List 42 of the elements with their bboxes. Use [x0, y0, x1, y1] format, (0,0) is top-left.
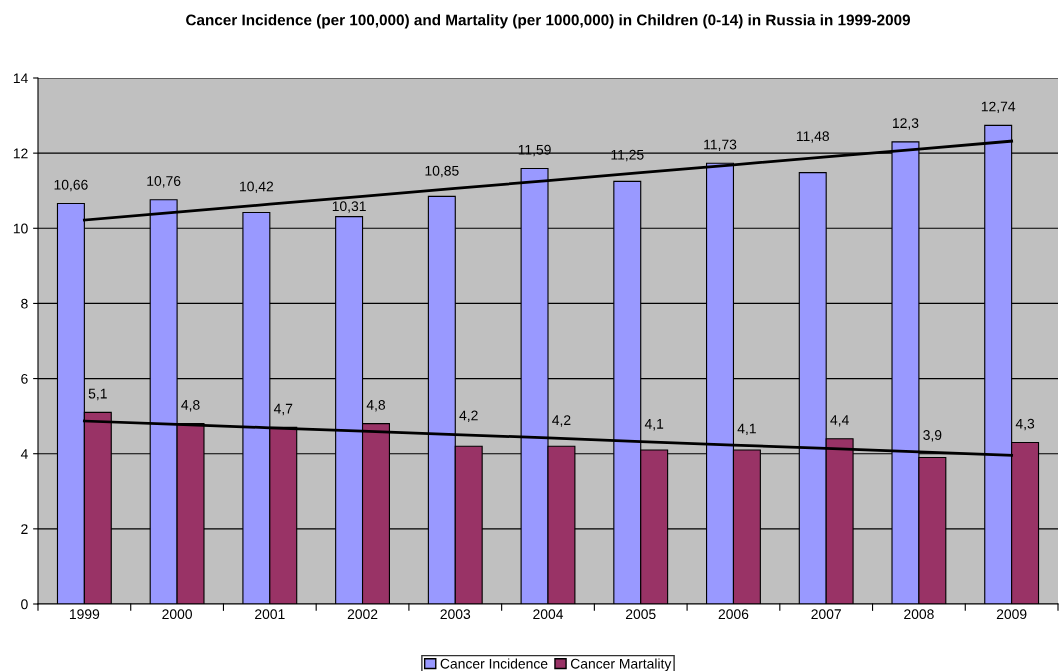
data-label: 4,1	[737, 423, 756, 436]
x-tick-label: 2004	[533, 609, 564, 620]
data-label: 4,2	[552, 415, 571, 427]
y-tick-label: 12	[13, 148, 28, 159]
data-label: 11,48	[796, 131, 829, 143]
data-label: 11,73	[704, 139, 737, 152]
data-label: 10,42	[240, 181, 274, 193]
y-tick-label: 6	[21, 373, 28, 384]
legend-label: Cancer Martality	[570, 658, 672, 671]
x-tick-label: 1999	[69, 609, 100, 620]
x-tick-label: 2000	[162, 609, 192, 620]
data-label: 4,8	[181, 399, 200, 412]
data-label: 4,8	[366, 399, 386, 412]
data-label: 10,85	[425, 165, 459, 178]
y-tick-label: 8	[21, 298, 28, 309]
legend-label: Cancer Incidence	[440, 658, 548, 669]
y-tick-label: 14	[13, 73, 28, 84]
data-label: 10,76	[147, 176, 181, 188]
y-tick-label: 10	[13, 223, 28, 234]
data-label: 3,9	[923, 430, 942, 442]
data-label: 4,3	[1015, 418, 1035, 431]
chart-title: Cancer Incidence (per 100,000) and Martality (per 1000,000) in Children (0-14) in Russia in 1999-2009	[186, 14, 911, 29]
x-tick-label: 2006	[718, 609, 749, 620]
data-label: 4,1	[644, 419, 664, 431]
x-tick-label: 2009	[996, 609, 1027, 620]
x-tick-label: 2005	[625, 609, 656, 620]
data-label: 10,66	[54, 179, 88, 192]
data-label: 12,74	[981, 101, 1016, 114]
data-label: 10,31	[332, 201, 366, 213]
data-label: 5,1	[88, 388, 107, 401]
y-tick-label: 4	[20, 449, 28, 459]
y-tick-label: 0	[21, 599, 28, 610]
data-label: 4,2	[459, 410, 478, 422]
data-label: 4,7	[273, 403, 293, 416]
x-tick-label: 2008	[904, 609, 934, 620]
data-label: 4,4	[830, 415, 849, 427]
y-tick-label: 2	[21, 524, 28, 534]
x-tick-label: 2001	[255, 609, 285, 620]
x-tick-label: 2003	[440, 609, 471, 620]
x-tick-label: 2002	[347, 609, 378, 620]
data-label: 12,3	[893, 118, 919, 130]
x-tick-label: 2007	[811, 609, 841, 620]
